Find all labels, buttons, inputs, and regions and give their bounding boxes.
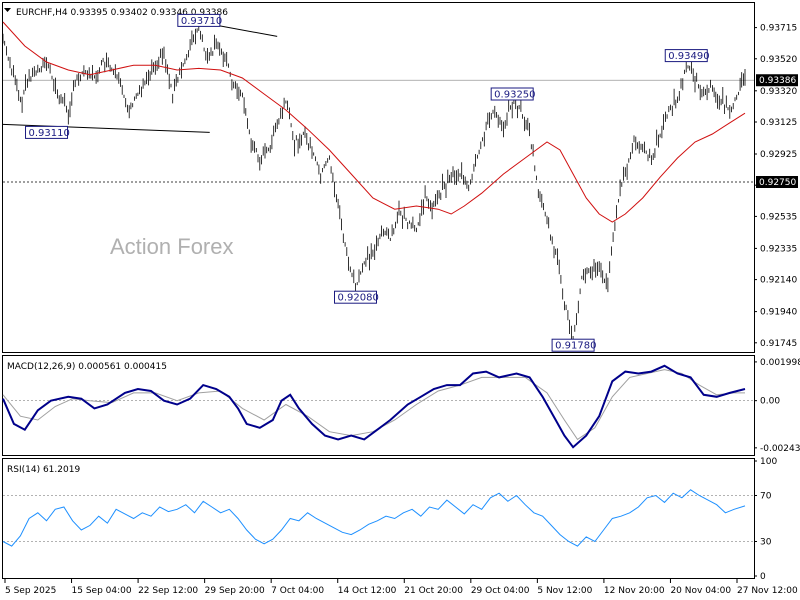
macd-y-axis: 0.001998 0.00 -0.002434 xyxy=(754,358,800,454)
price-annotation: 0.92080 xyxy=(334,290,379,304)
price-annotation: 0.93490 xyxy=(664,49,710,63)
level-price-tag-bg xyxy=(756,176,798,188)
main-y-tick-label: 0.91940 xyxy=(760,308,797,318)
annotation-label: 0.93490 xyxy=(668,51,709,62)
moving-average-series xyxy=(2,21,746,223)
x-tick-label: 20 Nov 04:00 xyxy=(670,586,731,596)
main-y-tick-label: 0.93125 xyxy=(760,118,797,128)
x-tick-label: 7 Oct 04:00 xyxy=(271,586,324,596)
macd-header: MACD(12,26,9) 0.000561 0.000415 xyxy=(7,362,167,372)
macd-series xyxy=(2,364,746,449)
main-y-tick-label: 0.93715 xyxy=(760,24,797,34)
annotation-label: 0.93710 xyxy=(181,16,222,27)
rsi-y-tick-label: 0 xyxy=(760,572,766,582)
rsi-series xyxy=(2,489,746,547)
price-annotations: 0.93710 0.93110 0.92080 0.93250 0.91780 0.934… xyxy=(25,13,710,352)
x-tick-label: 21 Oct 20:00 xyxy=(404,586,463,596)
current-price-tag-label: 0.93386 xyxy=(759,76,796,86)
x-tick-label: 5 Sep 2025 xyxy=(5,586,56,596)
symbol-header-text: EURCHF,H4 0.93395 0.93402 0.93346 0.9338… xyxy=(16,8,228,18)
trendline xyxy=(2,123,210,133)
x-tick-label: 22 Sep 12:00 xyxy=(138,586,198,596)
annotation-label: 0.91780 xyxy=(555,341,596,352)
main-y-tick-label: 0.93320 xyxy=(760,87,797,97)
rsi-y-axis: 100 70 30 0 xyxy=(754,457,777,582)
moving-average-line xyxy=(2,21,746,223)
rsi-line xyxy=(2,489,746,547)
macd-signal-line xyxy=(2,369,745,441)
rsi-y-tick-label: 30 xyxy=(760,538,772,548)
main-y-tick-label: 0.92535 xyxy=(760,212,797,222)
annotation-label: 0.92080 xyxy=(338,293,379,304)
x-tick-label: 12 Nov 20:00 xyxy=(604,586,665,596)
macd-y-tick-label: 0.001998 xyxy=(760,358,800,368)
main-guides xyxy=(3,79,754,183)
watermark: Action Forex xyxy=(110,234,234,259)
price-annotation: 0.93250 xyxy=(490,87,536,101)
x-tick-label: 27 Nov 12:00 xyxy=(737,586,798,596)
price-annotation: 0.93110 xyxy=(25,125,70,139)
x-tick-label: 15 Sep 04:00 xyxy=(72,586,132,596)
rsi-guides xyxy=(3,495,754,542)
main-y-tick-label: 0.92925 xyxy=(760,150,797,160)
rsi-panel-frame xyxy=(2,458,755,579)
main-y-tick-label: 0.93520 xyxy=(760,55,797,65)
price-tags: 0.93386 0.92750 xyxy=(756,74,798,188)
price-series xyxy=(2,21,746,341)
price-annotation: 0.91780 xyxy=(551,338,596,352)
main-y-tick-label: 0.92140 xyxy=(760,276,797,286)
current-price-tag: 0.93386 xyxy=(756,74,798,87)
x-tick-label: 14 Oct 12:00 xyxy=(338,586,397,596)
level-price-tag-label: 0.92750 xyxy=(759,178,796,188)
level-price-tag: 0.92750 xyxy=(756,176,798,188)
symbol-header: EURCHF,H4 0.93395 0.93402 0.93346 0.9338… xyxy=(4,8,228,18)
macd-y-tick-label: 0.00 xyxy=(760,397,780,407)
main-y-tick-label: 0.92335 xyxy=(760,244,797,254)
annotation-box xyxy=(25,125,69,139)
annotation-box xyxy=(177,13,221,27)
annotation-box xyxy=(664,49,708,63)
price-annotation: 0.93710 xyxy=(177,13,222,27)
annotation-label: 0.93110 xyxy=(29,128,70,139)
macd-signal-series xyxy=(2,369,745,441)
annotation-box xyxy=(334,290,378,304)
x-tick-label: 5 Nov 12:00 xyxy=(537,586,592,596)
rsi-header: RSI(14) 61.2019 xyxy=(7,465,80,475)
x-axis: 5 Sep 2025 15 Sep 04:00 22 Sep 12:00 29 Sep… xyxy=(4,579,798,596)
annotation-label: 0.93250 xyxy=(494,90,535,101)
x-tick-label: 29 Sep 20:00 xyxy=(205,586,265,596)
annotation-box xyxy=(490,87,534,101)
rsi-y-tick-label: 100 xyxy=(760,457,777,467)
main-y-tick-label: 0.91745 xyxy=(760,339,797,349)
rsi-y-tick-label: 70 xyxy=(760,492,772,502)
current-price-tag-bg xyxy=(756,74,798,87)
main-panel-frame xyxy=(2,2,755,353)
macd-panel-frame xyxy=(2,355,755,456)
x-tick-label: 29 Oct 04:00 xyxy=(471,586,530,596)
annotation-box xyxy=(551,338,595,352)
price-bars xyxy=(2,21,746,341)
macd-line xyxy=(2,364,746,449)
macd-y-tick-label: -0.002434 xyxy=(760,444,800,454)
